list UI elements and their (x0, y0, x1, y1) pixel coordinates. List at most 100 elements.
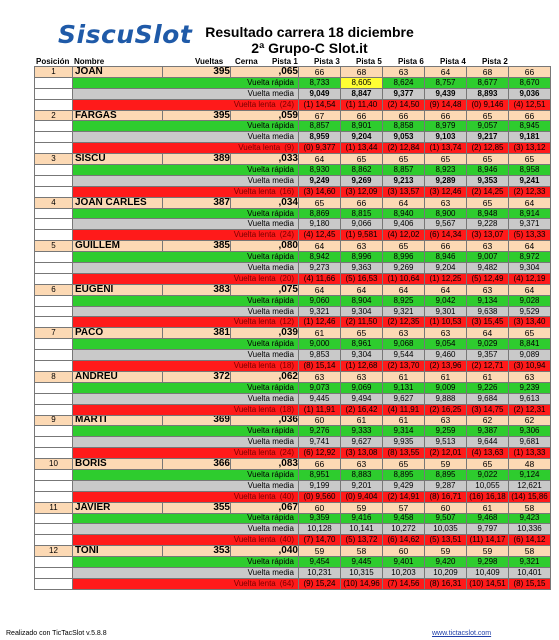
header-lane-4: Pista 4 (440, 57, 466, 66)
average-lap-value: 9,529 (508, 305, 551, 318)
distance-cell: ,039 (230, 327, 299, 340)
position-cell: 8 (34, 370, 73, 383)
slow-lap-value: (2) 12,71 (466, 360, 509, 372)
distance-cell: ,062 (230, 370, 299, 383)
fast-lap-label: Vuelta rápida (72, 251, 299, 264)
slow-lap-value: (1) 11,91 (298, 403, 341, 416)
average-lap-value: 9,089 (508, 349, 551, 362)
average-lap-label-text: Vuelta media (247, 88, 294, 98)
fast-lap-value: 9,069 (340, 381, 383, 394)
slow-lap-label-text: Vuelta lenta (233, 360, 276, 370)
footer-link[interactable]: www.tictacslot.com (432, 630, 492, 637)
lane-laps-cell: 60 (298, 501, 341, 514)
lane-laps-cell: 62 (508, 414, 551, 427)
driver-name: JOAN (72, 66, 163, 78)
average-lap-value: 10,055 (466, 479, 509, 492)
slow-lap-label-text: Vuelta lenta (233, 273, 276, 283)
fast-lap-value: 9,131 (382, 381, 425, 394)
average-lap-value: 9,199 (298, 479, 341, 492)
average-lap-value: 8,959 (298, 131, 341, 144)
slow-lap-value: (2) 16,25 (424, 403, 467, 416)
header-lane-5: Pista 5 (356, 57, 382, 66)
average-lap-label-text: Vuelta media (247, 524, 294, 534)
lane-laps-cell: 48 (508, 458, 551, 470)
lane-laps-cell: 66 (424, 109, 467, 122)
lane-laps-cell: 68 (340, 66, 383, 78)
average-lap-value: 9,888 (424, 392, 467, 405)
average-lap-row: Vuelta media 10,231 10,315 10,203 10,209 10,4… (34, 566, 551, 579)
fast-lap-row: Vuelta rápida 8,951 8,883 8,895 8,895 9,022 9,… (34, 468, 551, 481)
slow-lap-value: (3) 13,08 (340, 447, 383, 460)
laps-cell: 369 (162, 414, 231, 427)
distance-cell: ,067 (230, 501, 299, 514)
slow-lap-value: (4) 12,02 (382, 229, 425, 242)
distance-cell: ,034 (230, 196, 299, 209)
fast-lap-row: Vuelta rápida 9,359 9,416 9,458 9,507 9,468 9,… (34, 512, 551, 525)
slow-lap-value: (10) 14,51 (466, 577, 509, 590)
fast-lap-value: 9,321 (508, 556, 551, 568)
lane-laps-cell: 63 (424, 196, 467, 209)
distance-cell: ,080 (230, 240, 299, 253)
average-lap-value: 9,304 (340, 349, 383, 362)
average-lap-value: 9,741 (298, 436, 341, 449)
driver-name: JAVIER (72, 501, 163, 514)
slow-lap-value: (2) 14,50 (382, 98, 425, 111)
slow-lap-row: Vuelta lenta (64) (9) 15,24 (10) 14,96 (7) 1… (34, 577, 551, 590)
driver-row: 8 ANDREU 372,062 63 63 61 61 61 63 (34, 370, 551, 383)
average-lap-value: 10,203 (382, 566, 425, 579)
fast-lap-value: 8,996 (382, 251, 425, 264)
average-lap-value: 10,128 (298, 523, 341, 536)
driver-row: 4 JOAN CARLES 387,034 65 66 64 63 65 64 (34, 196, 551, 209)
blank-cell (34, 360, 73, 372)
fast-lap-row: Vuelta rápida 9,073 9,069 9,131 9,009 9,226 9,… (34, 381, 551, 394)
average-lap-value: 9,377 (382, 87, 425, 100)
fast-lap-row: Vuelta rápida 9,454 9,445 9,401 9,420 9,298 9,… (34, 556, 551, 568)
fast-lap-value: 8,857 (298, 120, 341, 133)
lane-laps-cell: 66 (298, 458, 341, 470)
lane-laps-cell: 63 (466, 283, 509, 296)
average-lap-label: Vuelta media (72, 479, 299, 492)
position-cell: 12 (34, 545, 73, 558)
slow-lap-value: (3) 15,45 (466, 316, 509, 329)
average-lap-value: 9,180 (298, 218, 341, 231)
driver-name: BORIS (72, 458, 163, 470)
slow-lap-value: (3) 13,57 (382, 185, 425, 198)
laps-cell: 366 (162, 458, 231, 470)
slow-lap-row: Vuelta lenta (9) (0) 9,377 (1) 13,44 (2) 12,… (34, 142, 551, 155)
slow-lap-value: (16) 16,18 (466, 490, 509, 503)
lane-laps-cell: 68 (466, 66, 509, 78)
driver-row: 10 BORIS 366,083 66 63 65 59 65 48 (34, 458, 551, 470)
slow-lap-value: (2) 12,31 (508, 403, 551, 416)
average-lap-row: Vuelta media 9,049 8,847 9,377 9,439 8,893 9,0… (34, 87, 551, 100)
slow-lap-row: Vuelta lenta (40) (7) 14,70 (5) 13,72 (6) 14… (34, 534, 551, 547)
slow-lap-value: (11) 14,17 (466, 534, 509, 547)
driver-name: MARTI (72, 414, 163, 427)
average-lap-value: 9,304 (340, 305, 383, 318)
fast-lap-value: 8,883 (340, 468, 383, 481)
blank-cell (34, 185, 73, 198)
average-lap-value: 9,304 (508, 262, 551, 274)
lane-laps-cell: 57 (382, 501, 425, 514)
slow-lap-row: Vuelta lenta (24) (1) 14,54 (1) 11,40 (2) 14… (34, 98, 551, 111)
fast-lap-value: 8,904 (340, 294, 383, 307)
slow-lap-row: Vuelta lenta (18) (1) 11,91 (2) 16,42 (4) 11… (34, 403, 551, 416)
fast-lap-value: 8,930 (298, 164, 341, 176)
slow-lap-row: Vuelta lenta (24) (4) 12,45 (1) 9,581 (4) 12… (34, 229, 551, 242)
slow-lap-value: (2) 13,96 (424, 360, 467, 372)
lane-laps-cell: 64 (298, 283, 341, 296)
lane-laps-cell: 61 (424, 370, 467, 383)
lane-laps-cell: 65 (466, 458, 509, 470)
fast-lap-row: Vuelta rápida 8,857 8,901 8,858 8,979 9,057 8,… (34, 120, 551, 133)
lane-laps-cell: 64 (382, 196, 425, 209)
slow-lap-value: (1) 13,74 (424, 142, 467, 155)
fast-lap-label-text: Vuelta rápida (247, 469, 294, 479)
slow-lap-count: (9) (284, 143, 294, 153)
average-lap-label-text: Vuelta media (247, 306, 294, 316)
fast-lap-value: 9,276 (298, 425, 341, 438)
average-lap-label: Vuelta media (72, 174, 299, 187)
lane-laps-cell: 59 (424, 458, 467, 470)
lane-laps-cell: 64 (508, 240, 551, 253)
fast-lap-label: Vuelta rápida (72, 381, 299, 394)
slow-lap-label: Vuelta lenta (18) (72, 403, 299, 416)
fast-lap-label: Vuelta rápida (72, 468, 299, 481)
